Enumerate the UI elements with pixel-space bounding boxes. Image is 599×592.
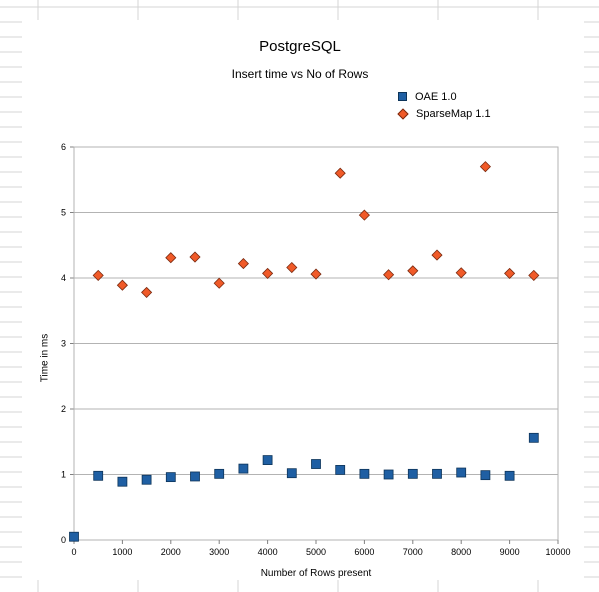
data-point-sparsemap bbox=[310, 268, 322, 280]
x-tick-label: 7000 bbox=[403, 547, 423, 557]
data-point-oae bbox=[214, 468, 225, 479]
data-point-oae bbox=[190, 471, 200, 482]
x-tick-label: 10000 bbox=[545, 547, 570, 557]
legend-label: OAE 1.0 bbox=[415, 90, 457, 103]
data-point-sparsemap bbox=[504, 267, 516, 279]
y-tick-label: 2 bbox=[61, 404, 66, 414]
data-point-sparsemap bbox=[479, 161, 491, 173]
chart-area[interactable]: 0 1 2 3 4 5 6 0 1000 2000 3000 4000 5000 6000 7000 8000… bbox=[22, 20, 584, 580]
data-point-oae bbox=[117, 476, 128, 487]
data-point-oae bbox=[141, 474, 152, 485]
data-point-sparsemap bbox=[431, 249, 443, 261]
data-point-sparsemap bbox=[358, 209, 370, 221]
data-point-sparsemap bbox=[237, 258, 249, 270]
data-point-oae bbox=[238, 463, 249, 474]
data-point-oae bbox=[456, 467, 467, 478]
x-tick-label: 1000 bbox=[112, 547, 132, 557]
data-point-oae bbox=[262, 455, 273, 465]
x-tick-label: 5000 bbox=[306, 547, 326, 557]
legend-entry-oae: OAE 1.0 bbox=[398, 88, 491, 105]
data-point-oae bbox=[359, 468, 370, 479]
data-point-sparsemap bbox=[455, 267, 467, 279]
x-tick-label: 4000 bbox=[258, 547, 278, 557]
data-point-oae bbox=[286, 468, 297, 479]
x-axis-label: Number of Rows present bbox=[260, 568, 372, 579]
y-tick-label: 4 bbox=[61, 273, 66, 283]
y-axis-label: Time in ms bbox=[39, 333, 51, 383]
legend-square-icon bbox=[398, 92, 407, 101]
data-point-oae bbox=[480, 470, 491, 481]
x-tick-label: 6000 bbox=[354, 547, 374, 557]
x-tick-label: 0 bbox=[71, 547, 76, 557]
chart-subtitle: Insert time vs No of Rows bbox=[231, 67, 369, 81]
data-point-oae bbox=[432, 468, 442, 479]
data-point-sparsemap bbox=[213, 277, 225, 289]
legend-diamond-icon bbox=[397, 107, 409, 120]
data-point-oae bbox=[383, 469, 394, 480]
data-point-oae bbox=[407, 468, 418, 479]
x-tick-label: 9000 bbox=[500, 547, 520, 557]
x-tick-label: 8000 bbox=[451, 547, 471, 557]
data-point-oae bbox=[335, 465, 346, 475]
data-point-oae bbox=[165, 472, 176, 483]
data-point-sparsemap bbox=[286, 261, 298, 274]
data-point-oae bbox=[504, 470, 515, 481]
data-point-sparsemap bbox=[383, 269, 395, 281]
x-tick-label: 2000 bbox=[161, 547, 181, 557]
data-point-oae bbox=[93, 470, 104, 481]
data-point-oae bbox=[69, 531, 79, 542]
legend-entry-sparsemap: SparseMap 1.1 bbox=[397, 105, 491, 122]
y-tick-label: 3 bbox=[61, 339, 66, 349]
chart-title: PostgreSQL bbox=[259, 38, 341, 55]
data-point-sparsemap bbox=[165, 252, 177, 264]
y-tick-label: 5 bbox=[61, 208, 66, 218]
data-point-sparsemap bbox=[334, 167, 346, 179]
data-point-sparsemap bbox=[189, 251, 201, 263]
data-point-sparsemap bbox=[407, 265, 419, 277]
legend-label: SparseMap 1.1 bbox=[416, 107, 491, 120]
data-point-sparsemap bbox=[262, 267, 274, 279]
data-point-sparsemap bbox=[116, 279, 128, 291]
data-point-oae bbox=[311, 459, 321, 469]
data-point-sparsemap bbox=[92, 269, 104, 281]
y-tick-label: 0 bbox=[61, 535, 66, 545]
legend: OAE 1.0 SparseMap 1.1 bbox=[397, 88, 491, 122]
data-point-sparsemap bbox=[141, 286, 153, 298]
data-point-sparsemap bbox=[528, 269, 540, 281]
y-tick-label: 6 bbox=[61, 142, 66, 152]
y-tick-label: 1 bbox=[61, 470, 66, 480]
scatter-plot: 0 1 2 3 4 5 6 0 1000 2000 3000 4000 5000 6000 7000 8000… bbox=[61, 142, 571, 557]
data-point-oae bbox=[528, 432, 539, 443]
x-tick-label: 3000 bbox=[209, 547, 229, 557]
